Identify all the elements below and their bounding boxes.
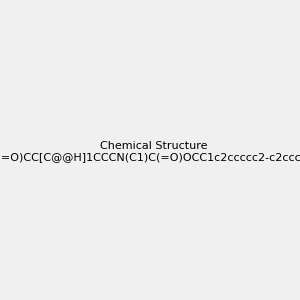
Text: Chemical Structure
OC(=O)CC[C@@H]1CCCN(C1)C(=O)OCC1c2ccccc2-c2ccccc21: Chemical Structure OC(=O)CC[C@@H]1CCCN(C… (0, 141, 300, 162)
